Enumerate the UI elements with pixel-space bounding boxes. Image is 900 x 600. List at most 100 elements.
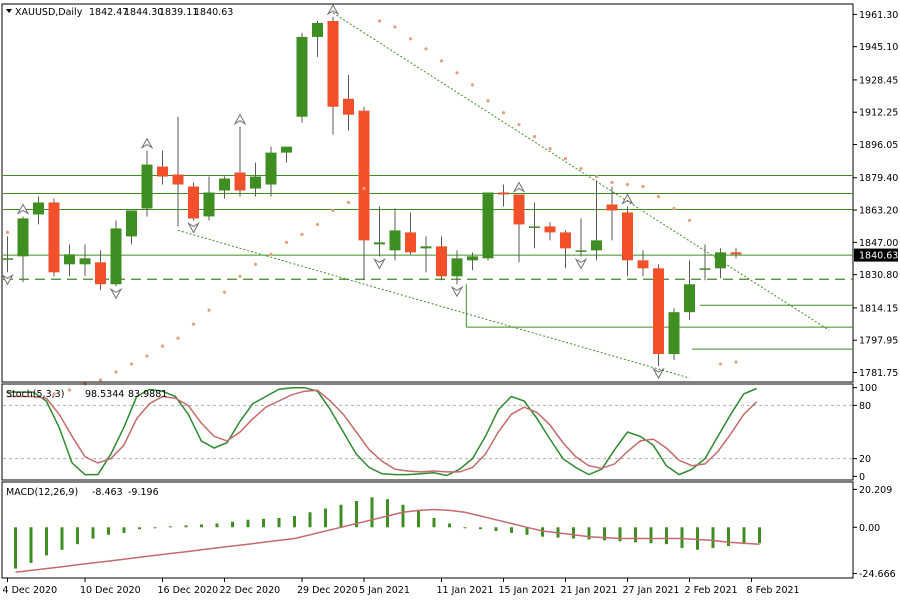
time-tick-label: 4 Dec 2020 [3, 585, 58, 596]
candle-body [126, 210, 137, 237]
candle-body [95, 262, 106, 285]
macd-bar [711, 527, 715, 548]
sar-dot [222, 290, 227, 294]
macd-bar [215, 523, 219, 528]
candle-body [188, 186, 199, 219]
fractals [1, 3, 665, 380]
sar-dot [284, 240, 289, 244]
time-tick-label: 29 Dec 2020 [297, 585, 358, 596]
macd-panel[interactable]: 20.209 0.00 -24.666 MACD(12,26,9) -8.463 -… [1, 481, 896, 580]
macd-bar [14, 527, 17, 569]
sar-dot [300, 232, 304, 236]
sar-dot [486, 99, 490, 103]
stochastic-line [7, 389, 758, 473]
sar-dot [734, 360, 738, 364]
macd-bar [169, 526, 172, 528]
macd-axis: 20.209 0.00 -24.666 [853, 485, 896, 580]
macd-bar [432, 517, 436, 528]
sar-dot [377, 19, 382, 23]
stochastic-panel-frame [1, 383, 854, 481]
sar-dot [517, 123, 521, 127]
sar-dot [610, 180, 614, 185]
candle-body [389, 230, 401, 251]
price-panel[interactable]: 1961.30 1945.10 1928.45 1912.25 1896.05 1879.… [1, 3, 898, 396]
sar-dot [52, 392, 56, 396]
stochastic-signal-value: 83.9881 [128, 389, 167, 400]
price-tick-label: 1863.20 [859, 206, 898, 217]
macd-bar [138, 527, 141, 530]
macd-bar [308, 512, 312, 528]
sar-dot [315, 222, 320, 227]
fractal-down-icon [1, 273, 14, 286]
stochastic-main-value: 98.5344 [85, 389, 124, 400]
sar-dot [269, 252, 273, 256]
candle-body [498, 192, 509, 195]
sar-dot [579, 166, 583, 171]
candle-body [48, 202, 60, 273]
candle-body [79, 258, 91, 265]
time-tick-label: 15 Jan 2021 [499, 585, 556, 596]
stochastic-panel[interactable]: 100 80 20 0 Stoch(5,3,3) 98.5344 83.9881 [1, 383, 877, 483]
last-price-tag [854, 248, 898, 262]
fractal-down-icon [109, 287, 123, 300]
ohlc-high: 1844.30 [124, 7, 163, 18]
price-tick-label: 1961.30 [859, 10, 898, 21]
macd-bar [76, 527, 79, 545]
time-tick-label: 8 Feb 2021 [747, 585, 800, 596]
sar-dot [346, 200, 351, 205]
macd-bar [370, 497, 374, 528]
price-tick-label: 1797.95 [859, 336, 898, 347]
macd-bar [262, 518, 265, 528]
parabolic-sar [5, 19, 738, 396]
last-price-label: 1840.63 [859, 251, 898, 262]
price-tick-label: 1781.75 [859, 368, 898, 379]
sar-dot [455, 71, 459, 75]
price-tick-label: 1945.10 [859, 42, 898, 53]
candle-body [343, 98, 354, 115]
macd-bar [696, 527, 699, 550]
macd-tick-label: 0.00 [859, 523, 880, 534]
time-tick-label: 22 Dec 2020 [220, 585, 281, 596]
macd-bar [184, 525, 188, 528]
ohlc-open: 1842.47 [89, 7, 128, 18]
candle-body [33, 202, 44, 215]
macd-bar [603, 527, 606, 541]
stochastic-line [7, 386, 757, 477]
stochastic-title: Stoch(5,3,3) [6, 389, 64, 400]
price-tick-label: 1847.00 [859, 238, 898, 249]
price-tick-label: 1928.45 [859, 75, 898, 86]
sar-dot [393, 25, 397, 29]
macd-main-value: -8.463 [92, 487, 123, 498]
fractal-up-icon [16, 203, 30, 215]
macd-bar [618, 527, 622, 542]
candle-body [405, 232, 416, 253]
macd-bar [122, 527, 126, 533]
candle-body [622, 212, 633, 261]
candle-body [64, 254, 75, 265]
macd-bar [742, 527, 746, 545]
price-tick-label: 1879.40 [859, 173, 898, 184]
macd-bar [339, 504, 343, 528]
fractal-down-icon [574, 257, 588, 270]
sar-dot [594, 174, 599, 179]
stochastic-tick-label: 80 [859, 401, 871, 412]
macd-bar [572, 527, 575, 539]
macd-signal-path [15, 508, 760, 574]
sar-dot [687, 218, 692, 223]
sar-dot [408, 37, 413, 41]
candle-body [358, 110, 370, 241]
sar-dot [5, 230, 10, 234]
macd-bar [680, 527, 684, 548]
candle-body [575, 250, 587, 252]
price-header: XAUUSD,Daily 1842.47 1844.30 1839.11 184… [6, 7, 233, 18]
sar-dot [625, 182, 630, 187]
candle-body [482, 192, 494, 259]
chevron-down-icon[interactable] [6, 9, 12, 13]
candle-body [327, 20, 339, 107]
candle-body [684, 284, 695, 313]
macd-bar [107, 527, 110, 535]
candle-body [2, 258, 13, 260]
sar-dot [548, 147, 552, 151]
